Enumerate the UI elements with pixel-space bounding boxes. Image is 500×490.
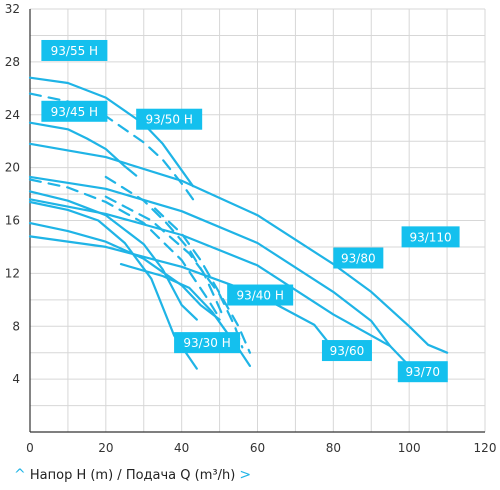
curve-label-box — [321, 340, 372, 362]
curve-label-box — [41, 39, 108, 61]
x-tick-label: 100 — [398, 441, 421, 455]
curve-label: 93/50 H — [136, 108, 203, 130]
curve-label-text: 93/70 — [405, 365, 440, 379]
x-tick-label: 120 — [474, 441, 497, 455]
curve-label: 93/40 H — [227, 284, 294, 306]
curve-labels: 93/55 H 93/45 H 93/50 H 93/110 93/80 93/40 H 9… — [41, 39, 460, 383]
x-tick-label: 60 — [250, 441, 265, 455]
curve-93-80 — [28, 175, 392, 348]
curve-label-text: 93/110 — [409, 230, 451, 244]
x-tick-label: 20 — [98, 441, 113, 455]
curve-label-text: 93/80 — [341, 252, 376, 266]
y-tick-label: 32 — [5, 2, 20, 16]
curve-93-60 — [28, 235, 335, 350]
curve-unlabeled-14 — [104, 175, 225, 319]
curve-label: 93/60 — [321, 340, 372, 362]
curve-unlabeled-12 — [154, 207, 251, 354]
chevron-up-icon[interactable]: ^ — [14, 467, 26, 483]
curve-label: 93/55 H — [41, 39, 108, 61]
tick-labels: 0 20 40 60 80 100 120 4 8 12 16 20 24 28 32 — [5, 2, 497, 455]
curve-label-box — [174, 332, 241, 354]
curve-label-text: 93/45 H — [51, 105, 98, 119]
y-tick-label: 24 — [5, 108, 20, 122]
curve-label-box — [333, 247, 384, 269]
curve-93-70 — [28, 198, 411, 367]
chevron-right-icon[interactable]: > — [239, 467, 252, 483]
y-tick-label: 8 — [12, 319, 20, 333]
pump-curves — [28, 76, 449, 370]
curve-label-text: 93/30 H — [183, 336, 230, 350]
x-tick-label: 40 — [174, 441, 189, 455]
x-tick-label: 0 — [26, 441, 34, 455]
y-tick-label: 28 — [5, 55, 20, 69]
y-tick-label: 16 — [5, 214, 20, 228]
curve-label-box — [136, 108, 203, 130]
curve-label: 93/45 H — [41, 100, 108, 122]
curve-label-box — [397, 361, 448, 383]
curve-label: 93/80 — [333, 247, 384, 269]
curve-label-box — [41, 100, 108, 122]
curve-label: 93/110 — [401, 226, 460, 248]
curve-label-box — [227, 284, 294, 306]
y-tick-label: 12 — [5, 266, 20, 280]
curve-unlabeled-11 — [104, 195, 244, 349]
curve-93-30-h — [28, 222, 221, 321]
curve-label-text: 93/60 — [330, 344, 365, 358]
curve-label-text: 93/40 H — [236, 289, 283, 303]
curve-label: 93/30 H — [174, 332, 241, 354]
axes — [29, 9, 485, 433]
curve-93-45-h — [28, 121, 138, 177]
curve-label-text: 93/55 H — [51, 44, 98, 58]
y-tick-label: 20 — [5, 161, 20, 175]
curve-label-box — [401, 226, 460, 248]
x-axis-label: Напор H (m) / Подача Q (m³/h) — [29, 468, 236, 483]
curve-unlabeled-9 — [28, 190, 198, 321]
curve-label-text: 93/50 H — [145, 113, 192, 127]
y-tick-label: 4 — [12, 372, 20, 386]
curve-93-110 — [28, 142, 449, 354]
x-axis-title: ^ Напор H (m) / Подача Q (m³/h) > — [14, 467, 251, 483]
curve-93-55-h — [28, 76, 195, 188]
x-tick-label: 80 — [326, 441, 341, 455]
curve-label: 93/70 — [397, 361, 448, 383]
curve-93-40-h — [28, 178, 221, 320]
